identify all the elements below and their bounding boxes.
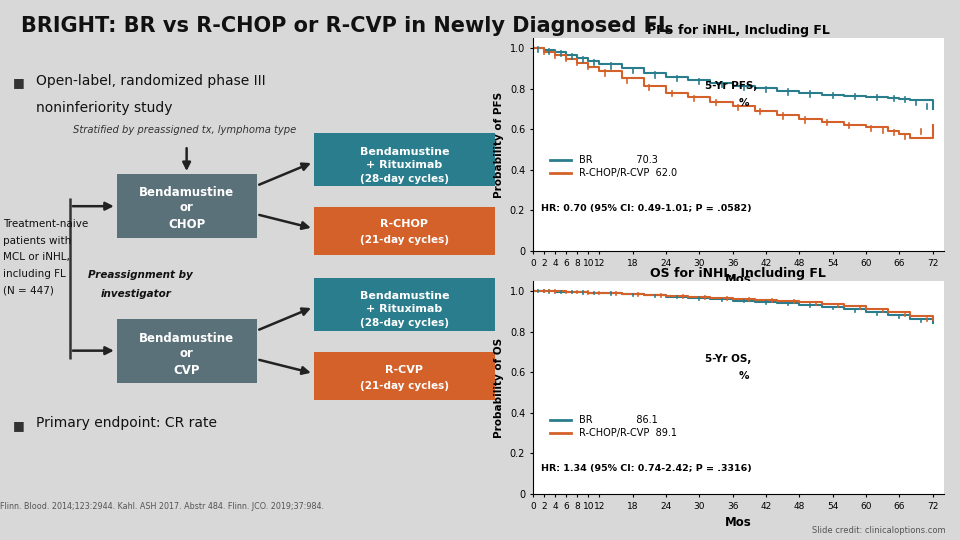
Text: (28-day cycles): (28-day cycles)	[360, 174, 449, 184]
X-axis label: Mos: Mos	[725, 516, 752, 529]
Text: 5-Yr OS,: 5-Yr OS,	[706, 354, 752, 364]
X-axis label: Mos: Mos	[725, 273, 752, 286]
Text: CVP: CVP	[174, 363, 200, 376]
Text: noninferiority study: noninferiority study	[36, 101, 173, 115]
Text: R-CVP: R-CVP	[385, 365, 423, 375]
Text: Bendamustine: Bendamustine	[139, 332, 234, 345]
FancyBboxPatch shape	[117, 319, 256, 383]
Legend: BR              70.3, R-CHOP/R-CVP  62.0: BR 70.3, R-CHOP/R-CVP 62.0	[546, 151, 681, 182]
Y-axis label: Probability of PFS: Probability of PFS	[494, 91, 504, 198]
Legend: BR              86.1, R-CHOP/R-CVP  89.1: BR 86.1, R-CHOP/R-CVP 89.1	[546, 411, 681, 442]
Text: %: %	[738, 98, 749, 108]
Title: PFS for iNHL, Including FL: PFS for iNHL, Including FL	[647, 24, 829, 37]
Text: R-CHOP: R-CHOP	[380, 219, 428, 229]
Text: HR: 1.34 (95% CI: 0.74-2.42; P = .3316): HR: 1.34 (95% CI: 0.74-2.42; P = .3316)	[541, 464, 752, 472]
FancyBboxPatch shape	[314, 279, 495, 330]
Text: HR: 0.70 (95% CI: 0.49-1.01; P = .0582): HR: 0.70 (95% CI: 0.49-1.01; P = .0582)	[541, 204, 752, 213]
Text: %: %	[738, 371, 749, 381]
Text: Treatment-naive: Treatment-naive	[3, 219, 88, 229]
Text: MCL or iNHL,: MCL or iNHL,	[3, 252, 69, 262]
Text: ■: ■	[13, 77, 25, 90]
Text: Bendamustine: Bendamustine	[360, 291, 449, 301]
Y-axis label: Probability of OS: Probability of OS	[494, 338, 504, 437]
Text: CHOP: CHOP	[168, 218, 205, 231]
Text: including FL: including FL	[3, 269, 65, 279]
Text: Preassignment by: Preassignment by	[88, 271, 193, 280]
Text: (28-day cycles): (28-day cycles)	[360, 318, 449, 328]
Text: (N = 447): (N = 447)	[3, 286, 54, 295]
Text: + Rituximab: + Rituximab	[366, 160, 443, 170]
Text: Stratified by preassigned tx, lymphoma type: Stratified by preassigned tx, lymphoma t…	[73, 125, 296, 135]
Text: (21-day cycles): (21-day cycles)	[360, 235, 449, 245]
FancyBboxPatch shape	[117, 174, 256, 238]
FancyBboxPatch shape	[314, 133, 495, 186]
Text: ■: ■	[13, 418, 25, 431]
Text: investigator: investigator	[101, 289, 172, 299]
Title: OS for iNHL, Including FL: OS for iNHL, Including FL	[650, 267, 827, 280]
Text: or: or	[180, 347, 194, 360]
Text: Flinn. Blood. 2014;123:2944. Kahl. ASH 2017. Abstr 484. Flinn. JCO. 2019;37:984.: Flinn. Blood. 2014;123:2944. Kahl. ASH 2…	[0, 502, 324, 511]
Text: Bendamustine: Bendamustine	[139, 186, 234, 199]
Text: Slide credit: clinicaloptions.com: Slide credit: clinicaloptions.com	[812, 525, 946, 535]
Text: Bendamustine: Bendamustine	[360, 146, 449, 157]
FancyBboxPatch shape	[314, 352, 495, 400]
Text: 5-Yr PFS,: 5-Yr PFS,	[706, 81, 757, 91]
FancyBboxPatch shape	[314, 207, 495, 255]
Text: BRIGHT: BR vs R-CHOP or R-CVP in Newly Diagnosed FL: BRIGHT: BR vs R-CHOP or R-CVP in Newly D…	[21, 16, 671, 36]
Text: (21-day cycles): (21-day cycles)	[360, 381, 449, 391]
Text: or: or	[180, 201, 194, 214]
Text: Open-label, randomized phase III: Open-label, randomized phase III	[36, 74, 266, 88]
Text: patients with: patients with	[3, 235, 71, 246]
Text: Primary endpoint: CR rate: Primary endpoint: CR rate	[36, 416, 217, 430]
Text: + Rituximab: + Rituximab	[366, 305, 443, 314]
